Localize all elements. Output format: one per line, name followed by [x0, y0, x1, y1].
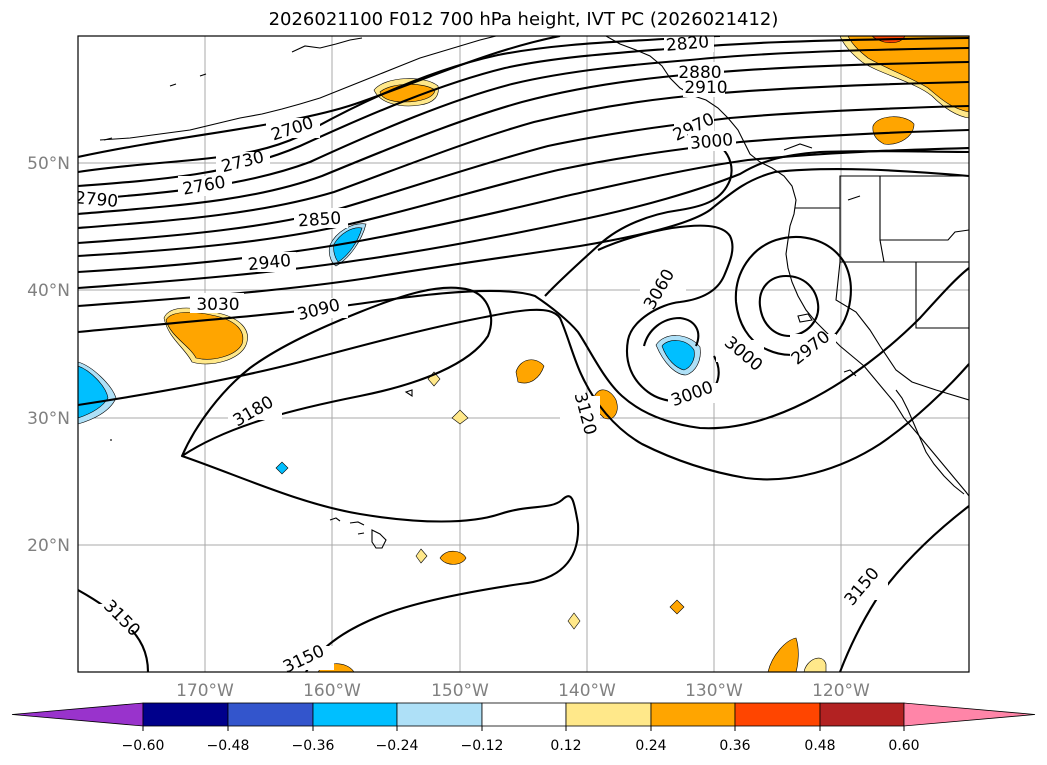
colorbar-swatch	[11, 702, 144, 727]
colorbar-swatch	[819, 702, 905, 727]
colorbar-tick-label: −0.24	[376, 738, 419, 754]
ivt-positive-area	[439, 550, 467, 565]
colorbar	[11, 702, 1036, 727]
lat-label: 20°N	[27, 536, 70, 556]
colorbar-tick-label: 0.24	[635, 738, 666, 754]
ivt-negative-area	[275, 461, 289, 475]
ivt-negative-area	[78, 365, 109, 419]
colorbar-tick-label: 0.36	[719, 738, 750, 754]
lon-label: 170°W	[176, 681, 234, 701]
ivt-positive-area	[669, 599, 685, 615]
colorbar-swatch	[650, 702, 736, 727]
contour-label: 3000	[689, 130, 734, 154]
colorbar-swatch	[565, 702, 652, 727]
colorbar-tick-label: 0.60	[888, 738, 919, 754]
contour-label: 2850	[297, 209, 342, 232]
ivt-positive-area	[767, 637, 799, 672]
contour-label: 2790	[74, 188, 119, 212]
lon-label: 150°W	[431, 681, 489, 701]
colorbar-swatch	[396, 702, 483, 727]
contour-label: 2820	[665, 32, 710, 56]
lat-label: 40°N	[27, 281, 70, 301]
lon-label: 160°W	[303, 681, 361, 701]
contour-label: 3030	[196, 295, 239, 315]
colorbar-tick-label: −0.48	[207, 738, 250, 754]
ivt-positive-area	[165, 312, 244, 360]
colorbar-swatch	[142, 702, 229, 727]
colorbar-tick-label: −0.12	[461, 738, 504, 754]
lat-label: 50°N	[27, 154, 70, 174]
colorbar-tick-label: 0.48	[804, 738, 835, 754]
ivt-negative-area	[333, 227, 363, 263]
colorbar-swatch	[481, 702, 567, 727]
contour-label: 2880	[678, 63, 721, 83]
colorbar-swatch	[227, 702, 314, 727]
colorbar-tick-labels: −0.60 −0.48 −0.36 −0.24 −0.12 0.12 0.24 …	[122, 738, 920, 754]
ivt-positive-area	[803, 657, 827, 672]
latitude-labels: 50°N 40°N 30°N 20°N	[27, 154, 70, 556]
ivt-positive-area	[872, 116, 915, 145]
colorbar-tick-label: 0.12	[550, 738, 581, 754]
colorbar-swatch	[903, 702, 1036, 727]
colorbar-tick-label: −0.36	[292, 738, 335, 754]
lon-label: 140°W	[558, 681, 616, 701]
ivt-positive-area	[515, 359, 545, 384]
contour-label: 2910	[684, 78, 727, 98]
longitude-labels: 170°W 160°W 150°W 140°W 130°W 120°W	[176, 681, 870, 701]
ivt-positive-area	[567, 612, 581, 630]
ivt-positive-area	[415, 548, 428, 564]
ivt-shading	[78, 36, 969, 672]
colorbar-swatch	[312, 702, 398, 727]
lon-label: 130°W	[685, 681, 743, 701]
ivt-positive-area	[451, 409, 469, 425]
ivt-negative-area	[661, 340, 695, 371]
map-title: 2026021100 F012 700 hPa height, IVT PC (…	[268, 9, 779, 30]
map-frame	[77, 35, 970, 673]
colorbar-ticks	[142, 726, 905, 731]
lon-label: 120°W	[812, 681, 870, 701]
lat-label: 30°N	[27, 409, 70, 429]
colorbar-tick-label: −0.60	[122, 738, 165, 754]
colorbar-swatch	[734, 702, 821, 727]
contour-label: 2940	[247, 251, 292, 275]
